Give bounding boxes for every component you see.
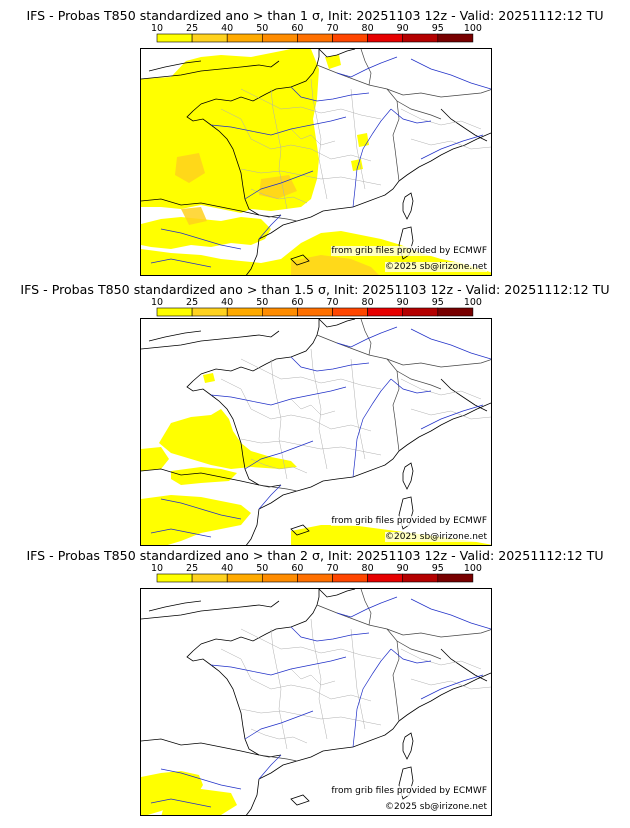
legend-swatch [226, 573, 263, 583]
legend-tick-label: 70 [326, 23, 338, 34]
legend-swatch [332, 307, 368, 317]
probability-map: from grib files provided by ECMWF ©2025 … [140, 318, 492, 546]
legend-swatch [297, 307, 333, 317]
legend-tick-label: 25 [186, 297, 198, 308]
legend-tick-label: 40 [221, 563, 233, 574]
source-credit: from grib files provided by ECMWF [331, 786, 487, 796]
legend-swatch [402, 573, 439, 583]
probability-shading [141, 771, 237, 815]
panel-title: IFS - Probas T850 standardized ano > tha… [26, 548, 604, 563]
legend-tick-label: 95 [432, 23, 444, 34]
legend-tick-label: 10 [151, 23, 163, 34]
legend-tick-label: 80 [362, 563, 374, 574]
legend-tick-label: 95 [432, 563, 444, 574]
legend-swatch [156, 573, 193, 583]
legend-swatch [332, 33, 368, 43]
legend-tick-label: 60 [291, 23, 303, 34]
legend-swatch [262, 573, 298, 583]
legend-swatch [437, 33, 474, 43]
legend-swatch [262, 33, 298, 43]
legend-tick-label: 100 [464, 297, 482, 308]
probability-map: from grib files provided by ECMWF ©2025 … [140, 48, 492, 276]
source-credit: from grib files provided by ECMWF [331, 516, 487, 526]
legend-swatch [297, 573, 333, 583]
legend-swatch [226, 33, 263, 43]
legend-tick-label: 10 [151, 297, 163, 308]
legend-tick-label: 100 [464, 563, 482, 574]
legend-swatch [226, 307, 263, 317]
legend-tick-label: 80 [362, 297, 374, 308]
legend-swatch [191, 33, 228, 43]
legend-tick-label: 90 [397, 23, 409, 34]
legend-tick-label: 90 [397, 563, 409, 574]
legend-swatch [367, 573, 404, 583]
probability-map: from grib files provided by ECMWF ©2025 … [140, 588, 492, 816]
legend-swatch [332, 573, 368, 583]
legend-tick-label: 50 [256, 297, 268, 308]
legend-tick-label: 60 [291, 297, 303, 308]
copyright-credit: ©2025 sb@irizone.net [385, 802, 487, 812]
legend-tick-label: 95 [432, 297, 444, 308]
legend-swatch [402, 33, 439, 43]
color-legend: 10 25 40 50 60 70 80 90 95 100 [151, 297, 482, 317]
legend-swatch [191, 307, 228, 317]
legend-swatch [367, 307, 404, 317]
legend-tick-label: 10 [151, 563, 163, 574]
map-panel-2sigma: IFS - Probas T850 standardized ano > tha… [0, 540, 630, 816]
legend-tick-label: 40 [221, 297, 233, 308]
legend-swatch [156, 33, 193, 43]
legend-tick-label: 70 [326, 297, 338, 308]
legend-tick-label: 50 [256, 563, 268, 574]
legend-swatch [191, 573, 228, 583]
legend-tick-label: 40 [221, 23, 233, 34]
map-panel-1p5sigma: IFS - Probas T850 standardized ano > tha… [0, 270, 630, 546]
legend-swatch [437, 307, 474, 317]
source-credit: from grib files provided by ECMWF [331, 246, 487, 256]
legend-swatch [297, 33, 333, 43]
legend-swatch [402, 307, 439, 317]
legend-tick-label: 90 [397, 297, 409, 308]
legend-tick-label: 80 [362, 23, 374, 34]
map-panel-1sigma: IFS - Probas T850 standardized ano > tha… [0, 0, 630, 276]
legend-tick-label: 50 [256, 23, 268, 34]
legend-tick-label: 60 [291, 563, 303, 574]
legend-swatch [367, 33, 404, 43]
legend-swatch [437, 573, 474, 583]
color-legend: 10 25 40 50 60 70 80 90 95 100 [151, 563, 482, 583]
copyright-credit: ©2025 sb@irizone.net [385, 262, 487, 272]
legend-tick-label: 100 [464, 23, 482, 34]
panel-title: IFS - Probas T850 standardized ano > tha… [20, 282, 610, 297]
color-legend: 10 25 40 50 60 70 80 90 95 100 [151, 23, 482, 43]
panel-title: IFS - Probas T850 standardized ano > tha… [26, 8, 604, 23]
legend-tick-label: 25 [186, 23, 198, 34]
legend-tick-label: 25 [186, 563, 198, 574]
legend-tick-label: 70 [326, 563, 338, 574]
legend-swatch [156, 307, 193, 317]
copyright-credit: ©2025 sb@irizone.net [385, 532, 487, 542]
legend-swatch [262, 307, 298, 317]
